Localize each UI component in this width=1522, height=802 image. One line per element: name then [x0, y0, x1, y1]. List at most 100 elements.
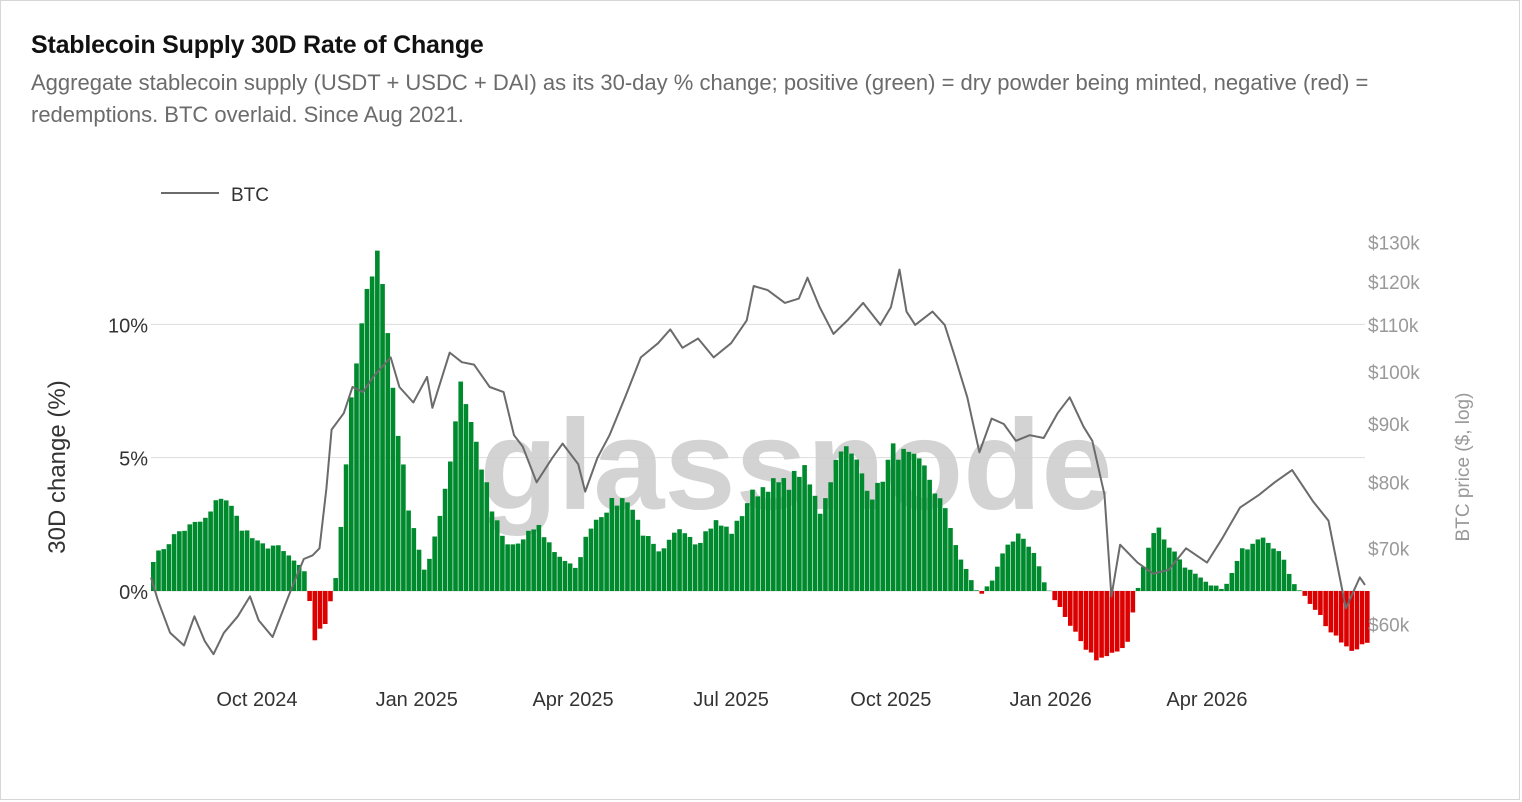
bar — [870, 499, 875, 591]
bar — [557, 556, 563, 591]
bar — [265, 548, 271, 591]
bar — [1010, 541, 1016, 591]
legend[interactable]: BTC — [161, 185, 269, 206]
bar — [828, 482, 833, 591]
bar — [760, 487, 766, 591]
bar — [1286, 573, 1292, 591]
bar — [1026, 546, 1031, 591]
bar — [1130, 591, 1136, 613]
bar — [1328, 591, 1334, 633]
bar — [562, 560, 568, 591]
y-right-tick-label: $130k — [1368, 233, 1420, 254]
bar — [505, 544, 510, 591]
bar — [328, 591, 333, 602]
bar — [989, 580, 995, 591]
bar — [958, 559, 964, 591]
bar — [1338, 591, 1344, 643]
bar — [1312, 591, 1318, 610]
bar — [1307, 591, 1313, 604]
bar — [578, 557, 583, 591]
bar — [1260, 537, 1266, 591]
x-tick-label: Apr 2025 — [532, 689, 613, 711]
bar — [1120, 591, 1125, 649]
bar — [974, 590, 979, 591]
bar — [552, 552, 557, 591]
bar — [1276, 551, 1282, 591]
bar — [348, 397, 354, 591]
bar — [666, 539, 672, 591]
bar — [411, 528, 417, 591]
bar — [286, 555, 292, 591]
bar — [1344, 591, 1349, 647]
bar — [744, 503, 750, 591]
y-right-tick-label: $110k — [1368, 316, 1419, 337]
bar — [942, 508, 948, 591]
bar — [786, 489, 792, 591]
bar — [750, 489, 755, 591]
bar — [588, 528, 594, 591]
bar — [213, 500, 219, 591]
y-left-tick-label: 10% — [108, 315, 148, 337]
bar — [771, 478, 776, 591]
bar — [244, 530, 250, 591]
bar — [1156, 527, 1162, 591]
bar — [1229, 572, 1235, 591]
bar — [797, 476, 802, 591]
bar — [640, 535, 646, 591]
bar — [385, 333, 391, 591]
bar — [1359, 591, 1365, 645]
bar — [906, 451, 912, 591]
bar — [682, 533, 688, 591]
bar — [922, 465, 927, 591]
bar — [927, 479, 932, 591]
bar — [296, 564, 302, 591]
bar — [229, 505, 234, 591]
y-right-tick-label: $70k — [1368, 539, 1410, 560]
bar — [1099, 591, 1104, 658]
bar — [510, 544, 516, 591]
y-right-tick-label: $80k — [1368, 473, 1410, 494]
bar — [807, 484, 813, 591]
legend-btc-label[interactable]: BTC — [231, 185, 269, 206]
bar — [1172, 551, 1177, 591]
bar — [427, 558, 432, 591]
bar — [187, 524, 193, 591]
bar — [656, 551, 662, 591]
bar — [484, 482, 490, 591]
bar — [703, 531, 708, 591]
bar-layer — [151, 250, 1370, 661]
x-tick-label: Apr 2026 — [1166, 689, 1247, 711]
bar — [531, 529, 536, 591]
bar — [1271, 548, 1276, 591]
bar — [1250, 543, 1255, 591]
bar — [1036, 566, 1042, 591]
bar — [1151, 533, 1156, 591]
bar — [713, 520, 719, 591]
bar — [1187, 569, 1193, 591]
bar — [1062, 591, 1068, 617]
axis-layer: 0% 5% 10% $60k $70k $80k $90k $100k $110k $120k $1… — [108, 233, 1420, 711]
bar — [864, 490, 870, 591]
bar — [802, 465, 807, 591]
bar — [583, 536, 589, 591]
bar — [1083, 591, 1089, 650]
bar — [197, 521, 203, 591]
bar — [791, 470, 797, 591]
bar — [1068, 591, 1073, 626]
bar — [203, 517, 208, 591]
bar — [812, 495, 818, 591]
bar — [1031, 552, 1037, 591]
bar — [1234, 560, 1240, 591]
bar — [896, 459, 901, 591]
bar — [1365, 591, 1370, 643]
bar — [729, 533, 734, 591]
bar — [223, 500, 229, 591]
bar — [734, 520, 740, 591]
bar — [901, 448, 906, 591]
bar — [1015, 533, 1021, 591]
bar — [614, 505, 620, 591]
bar — [281, 551, 286, 591]
bar — [1255, 539, 1261, 591]
bar — [718, 525, 724, 591]
